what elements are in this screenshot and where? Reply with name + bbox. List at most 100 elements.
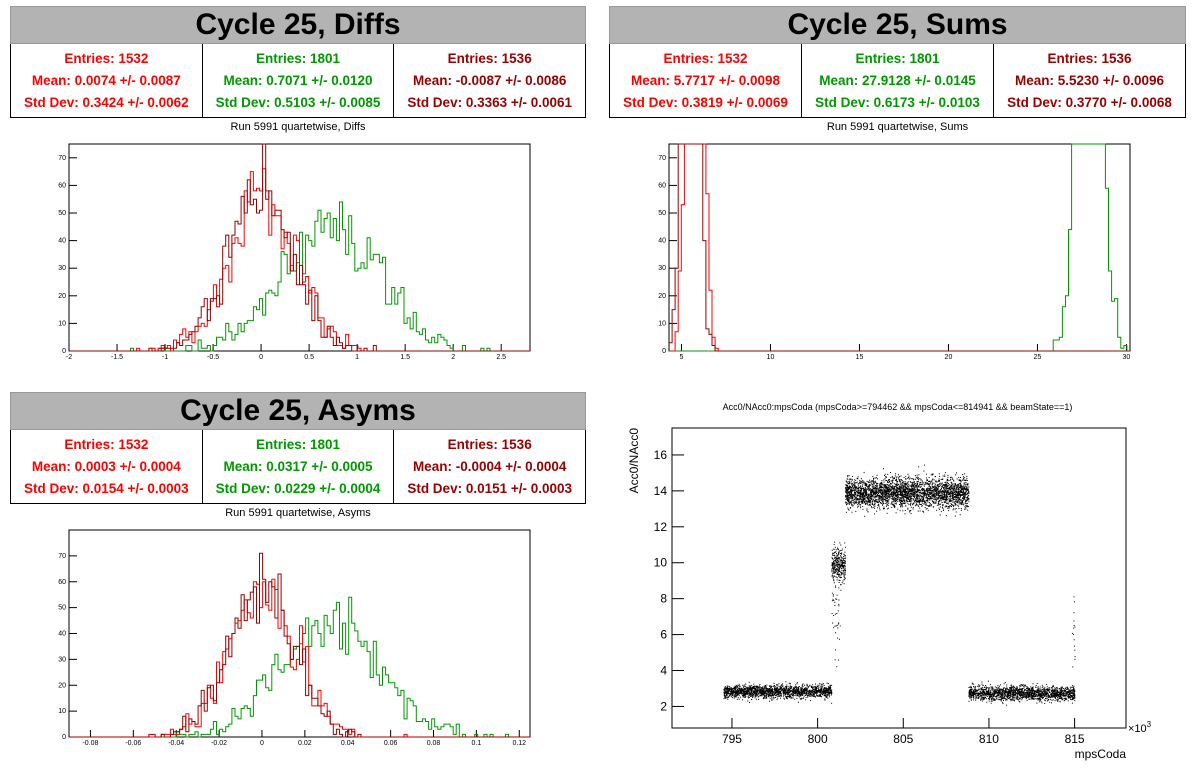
scatter-point	[827, 683, 829, 685]
scatter-point	[885, 492, 887, 494]
scatter-point	[884, 478, 886, 480]
x-tick-label: -1	[162, 354, 168, 361]
scatter-point	[840, 564, 842, 566]
scatter-point	[925, 482, 927, 484]
scatter-point	[809, 692, 811, 693]
scatter-point	[763, 697, 765, 699]
scatter-point	[776, 686, 778, 688]
scatter-point	[911, 485, 913, 487]
scatter-point	[908, 487, 910, 489]
scatter-point	[966, 484, 968, 486]
scatter-point	[807, 686, 809, 688]
scatter-point	[910, 513, 912, 515]
y-tick-label: 6	[660, 628, 667, 642]
scatter-point	[770, 689, 772, 691]
scatter-point	[812, 688, 814, 690]
scatter-point	[931, 483, 933, 485]
scatter-point	[807, 692, 809, 694]
scatter-point	[753, 685, 755, 687]
x-axis-label: mpsCoda	[1075, 747, 1127, 761]
scatter-point	[762, 694, 764, 696]
scatter-point	[868, 487, 870, 489]
scatter-point	[910, 504, 912, 506]
scatter-point	[919, 499, 921, 501]
scatter-point	[835, 569, 836, 571]
scatter-point	[832, 562, 834, 564]
scatter-point	[799, 693, 801, 695]
scatter-point	[953, 496, 955, 497]
scatter-point	[911, 500, 913, 502]
scatter-point	[912, 485, 914, 487]
scatter-point	[949, 497, 951, 499]
scatter-point	[846, 485, 848, 487]
scatter-point	[926, 479, 928, 480]
scatter-point	[738, 687, 740, 689]
scatter-point	[785, 692, 787, 694]
scatter-point	[817, 686, 818, 687]
scatter-point	[743, 691, 745, 693]
scatter-point	[883, 506, 885, 508]
scatter-point	[780, 687, 782, 689]
scatter-point	[840, 573, 842, 574]
scatter-point	[751, 693, 753, 695]
scatter-point	[959, 480, 961, 482]
scatter-point	[786, 686, 788, 688]
scatter-point	[916, 488, 918, 490]
scatter-point	[850, 496, 852, 498]
scatter-point	[823, 692, 825, 693]
scatter-point	[784, 692, 786, 694]
scatter-point	[801, 689, 802, 691]
scatter-point	[819, 694, 821, 696]
scatter-point	[831, 575, 833, 577]
scatter-point	[769, 690, 771, 692]
x-tick-label: 0.12	[512, 740, 526, 747]
scatter-point	[743, 694, 744, 696]
scatter-point	[939, 490, 941, 492]
scatter-point	[896, 481, 898, 483]
scatter-point	[954, 491, 955, 493]
y-tick-label: 40	[658, 238, 666, 245]
scatter-point	[788, 682, 790, 684]
scatter-point	[797, 689, 799, 691]
scatter-point	[728, 686, 730, 687]
scatter-point	[853, 495, 855, 496]
scatter-point	[804, 690, 806, 692]
scatter-point	[955, 499, 957, 501]
scatter-point	[900, 489, 902, 491]
scatter-point	[807, 695, 809, 696]
scatter-point	[875, 488, 877, 489]
scatter-point	[778, 695, 780, 697]
scatter-point	[901, 479, 903, 481]
scatter-point	[812, 691, 814, 693]
scatter-point	[755, 693, 757, 694]
y-tick-label: 30	[58, 656, 66, 663]
scatter-point	[861, 487, 863, 489]
scatter-point	[950, 503, 952, 504]
scatter-point	[959, 501, 961, 503]
scatter-point	[939, 489, 941, 491]
scatter-point	[738, 689, 740, 691]
scatter-point	[930, 505, 932, 507]
scatter-point	[916, 500, 917, 502]
scatter-point	[867, 511, 869, 513]
scatter-point	[835, 586, 837, 588]
scatter-point	[816, 688, 817, 690]
scatter-point	[857, 506, 858, 508]
scatter-point	[896, 489, 898, 491]
scatter-point	[908, 493, 910, 495]
scatter-point	[854, 487, 856, 489]
scatter-point	[912, 499, 914, 501]
scatter-point	[940, 500, 942, 502]
scatter-point	[870, 495, 872, 497]
scatter-point	[747, 696, 749, 698]
scatter-point	[918, 503, 920, 505]
scatter-point	[744, 696, 746, 698]
scatter-point	[902, 486, 904, 488]
scatter-point	[833, 615, 835, 616]
scatter-point	[817, 691, 819, 693]
scatter-point	[959, 496, 961, 498]
scatter-point	[850, 478, 851, 480]
scatter-point	[832, 598, 834, 600]
scatter-point	[943, 494, 945, 496]
